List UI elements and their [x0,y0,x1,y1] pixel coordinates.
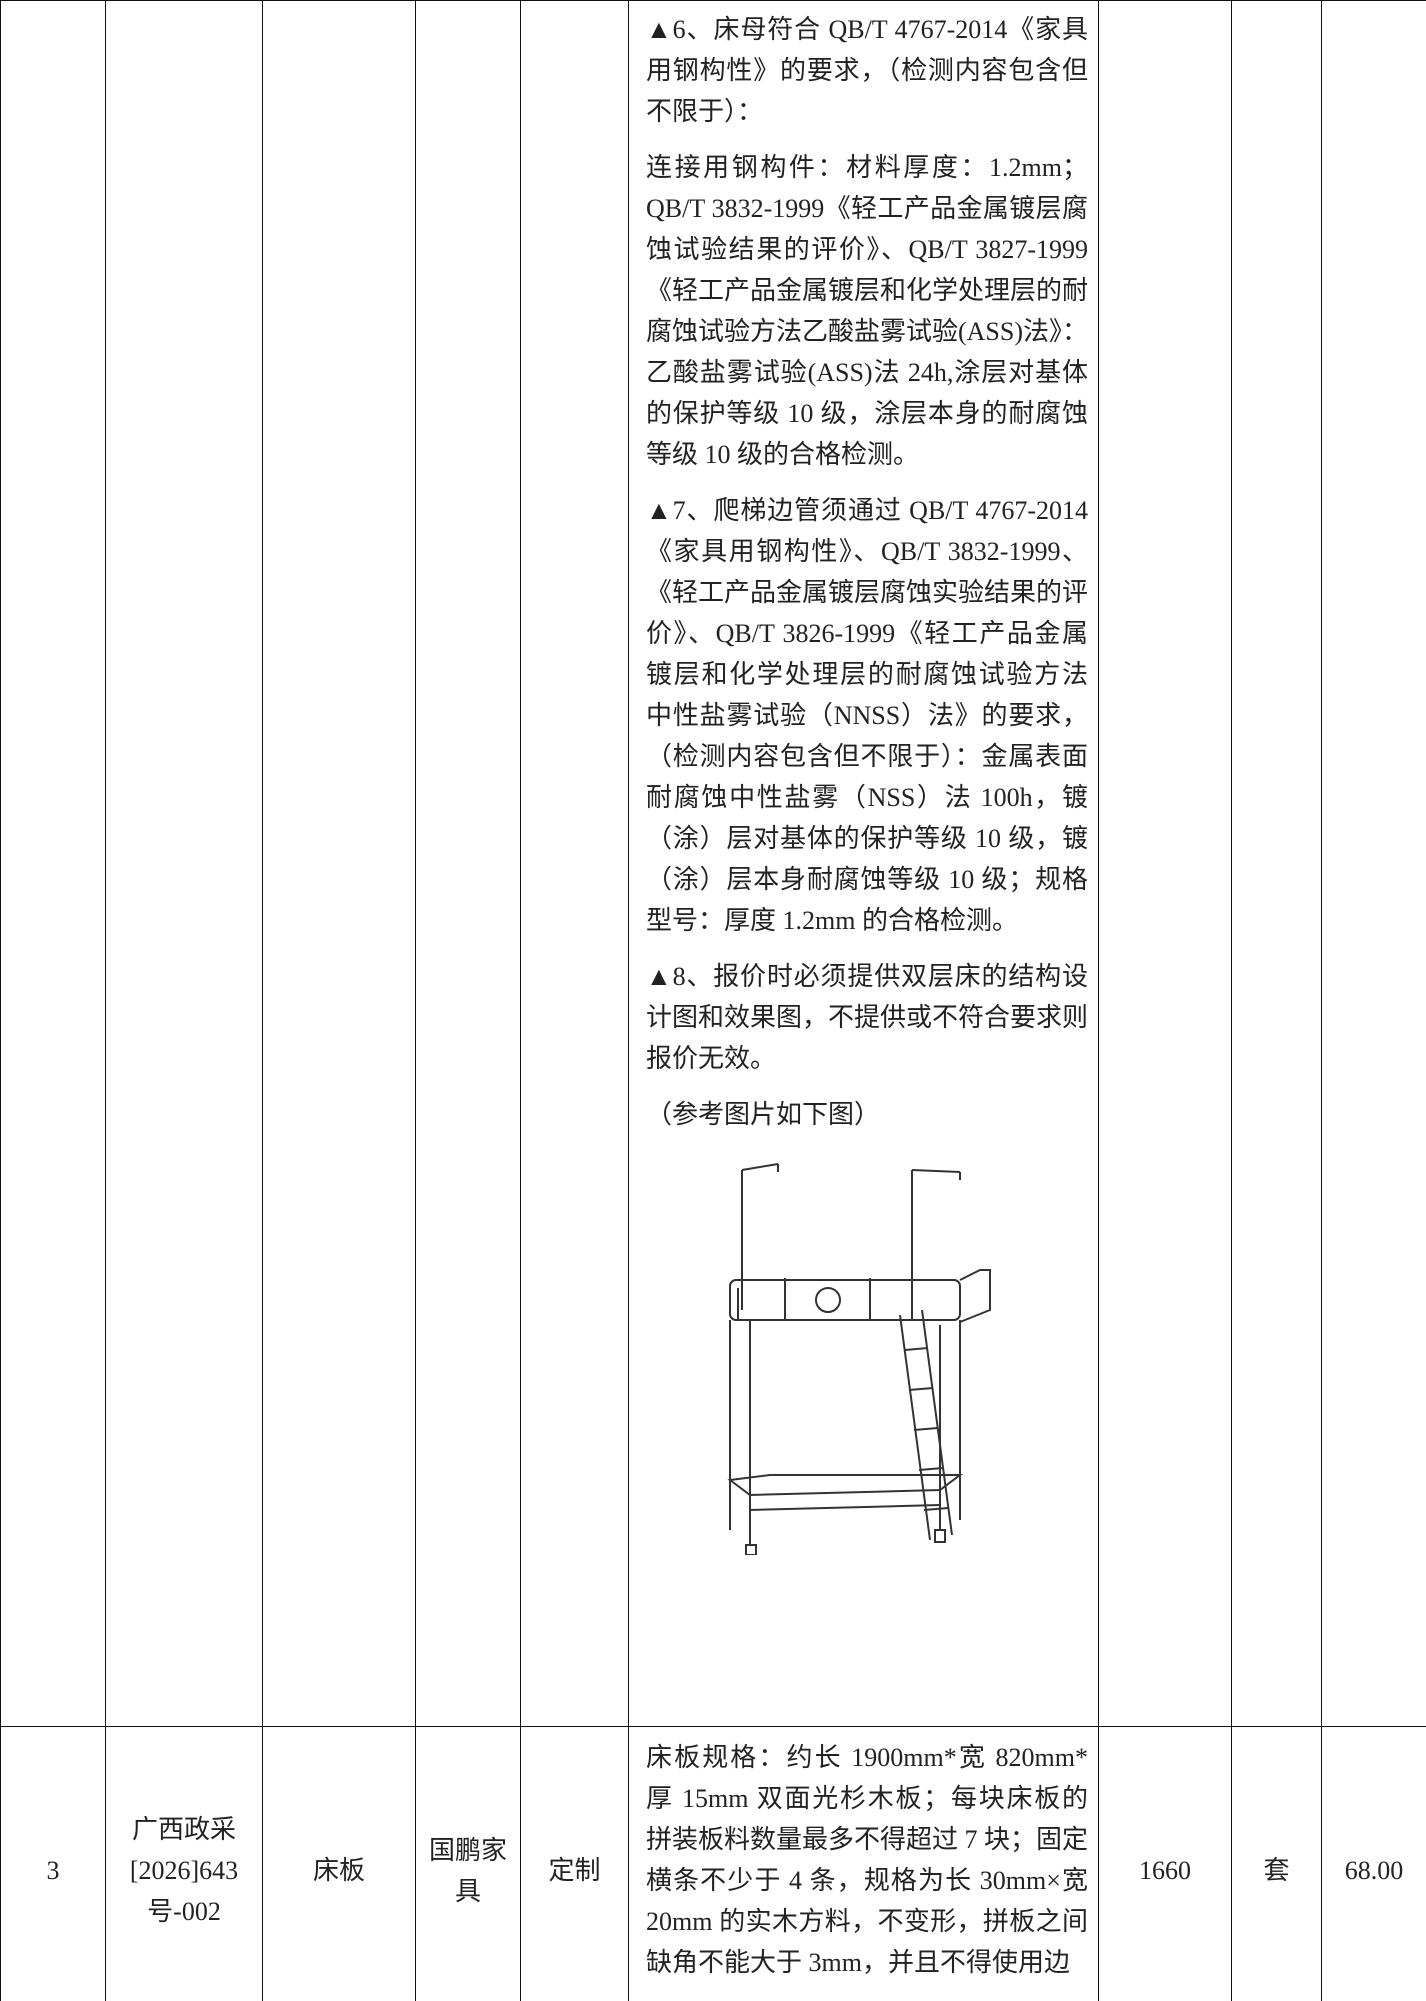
name-cell: 床板 [262,1726,416,2001]
quantity-cell: 1660 [1098,1726,1232,2001]
project-code-line: [2026]643 [129,1856,239,1885]
description-cell: 床板规格：约长 1900mm*宽 820mm*厚 15mm 双面光杉木板；每块床… [628,1726,1099,2001]
cell [1231,0,1322,1727]
model-cell: 定制 [520,1726,629,2001]
description-cell: ▲6、床母符合 QB/T 4767-2014《家具用钢构性》的要求，（检测内容包… [628,0,1099,1727]
project-code-line: 广西政采 [131,1815,236,1844]
table-row: 3 广西政采 [2026]643 号-002 床板 国鹏家具 定制 床板规格：约… [0,1726,1426,2001]
description-paragraph: ▲7、爬梯边管须通过 QB/T 4767-2014《家具用钢构性》、QB/T 3… [646,496,1089,935]
description-paragraph: 连接用钢构件：材料厚度：1.2mm；QB/T 3832-1999《轻工产品金属镀… [646,153,1089,469]
cell [520,0,629,1727]
project-code-line: 号-002 [147,1897,221,1926]
brand-cell: 国鹏家具 [415,1726,521,2001]
number-cell: 3 [0,1726,106,2001]
cell [105,0,263,1727]
price-cell: 68.00 [1321,1726,1426,2001]
table-row: ▲6、床母符合 QB/T 4767-2014《家具用钢构性》的要求，（检测内容包… [0,0,1426,1727]
cell [262,0,416,1727]
description-paragraph: ▲6、床母符合 QB/T 4767-2014《家具用钢构性》的要求，（检测内容包… [646,15,1088,126]
cell [415,0,521,1727]
cell [1098,0,1232,1727]
description-paragraph: （参考图片如下图） [646,1100,881,1129]
cell [1321,0,1426,1727]
project-code-cell: 广西政采 [2026]643 号-002 [105,1726,263,2001]
description-paragraph: ▲8、报价时必须提供双层床的结构设计图和效果图，不提供或不符合要求则报价无效。 [646,962,1089,1073]
cell [0,0,106,1727]
bunk-bed-image [727,1163,991,1555]
unit-cell: 套 [1231,1726,1322,2001]
